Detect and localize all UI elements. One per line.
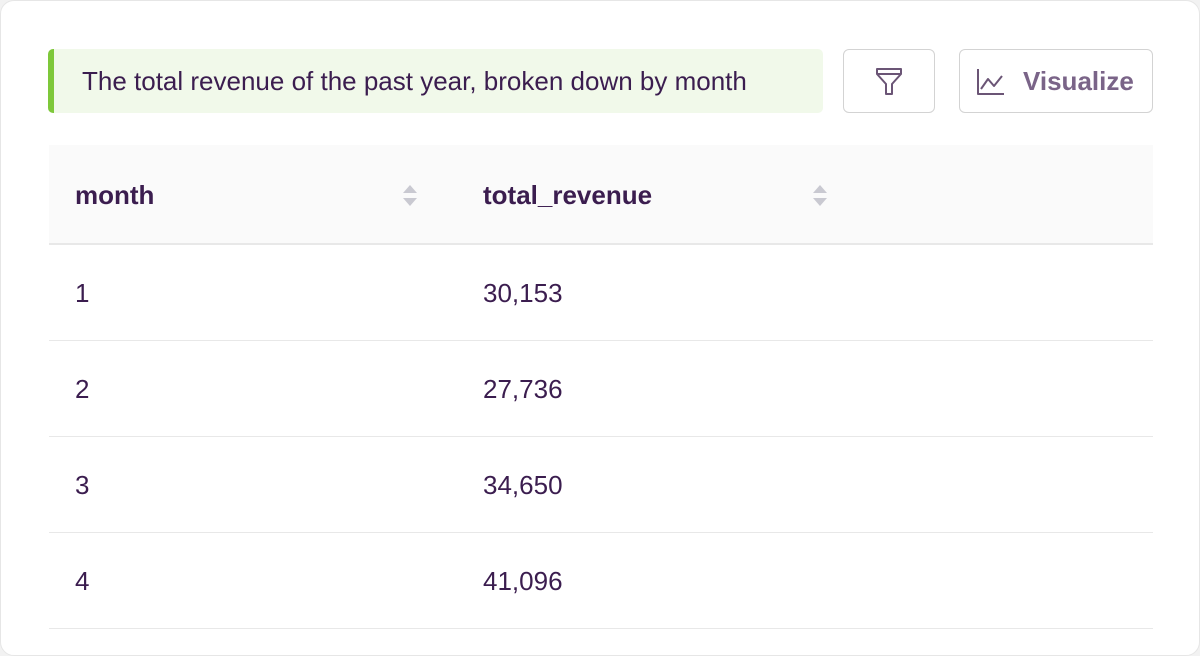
visualize-label: Visualize	[1023, 66, 1134, 96]
sort-icon[interactable]	[401, 182, 419, 210]
chart-icon	[977, 69, 1004, 95]
filter-button[interactable]	[843, 49, 935, 113]
table-cell: 4	[75, 566, 90, 596]
filter-icon	[876, 68, 902, 95]
table-cell: 34,650	[483, 470, 563, 500]
table-row: 3 34,650	[49, 437, 1153, 533]
result-table: month total_revenue 1 30,153 2 27,736 3 34,650 4…	[49, 145, 1153, 629]
visualize-button[interactable]: Visualize	[959, 49, 1153, 113]
table-header: month total_revenue	[49, 145, 1153, 245]
column-header[interactable]: total_revenue	[483, 180, 653, 210]
sort-icon[interactable]	[811, 182, 829, 210]
table-cell: 27,736	[483, 374, 563, 404]
table-row: 1 30,153	[49, 245, 1153, 341]
query-text: The total revenue of the past year, brok…	[48, 49, 823, 113]
table-cell: 41,096	[483, 566, 563, 596]
column-header[interactable]: month	[75, 180, 155, 210]
table-cell: 3	[75, 470, 90, 500]
table-cell: 30,153	[483, 278, 563, 308]
table-cell: 2	[75, 374, 90, 404]
table-row: 4 41,096	[49, 533, 1153, 629]
table-row: 2 27,736	[49, 341, 1153, 437]
table-cell: 1	[75, 278, 90, 308]
